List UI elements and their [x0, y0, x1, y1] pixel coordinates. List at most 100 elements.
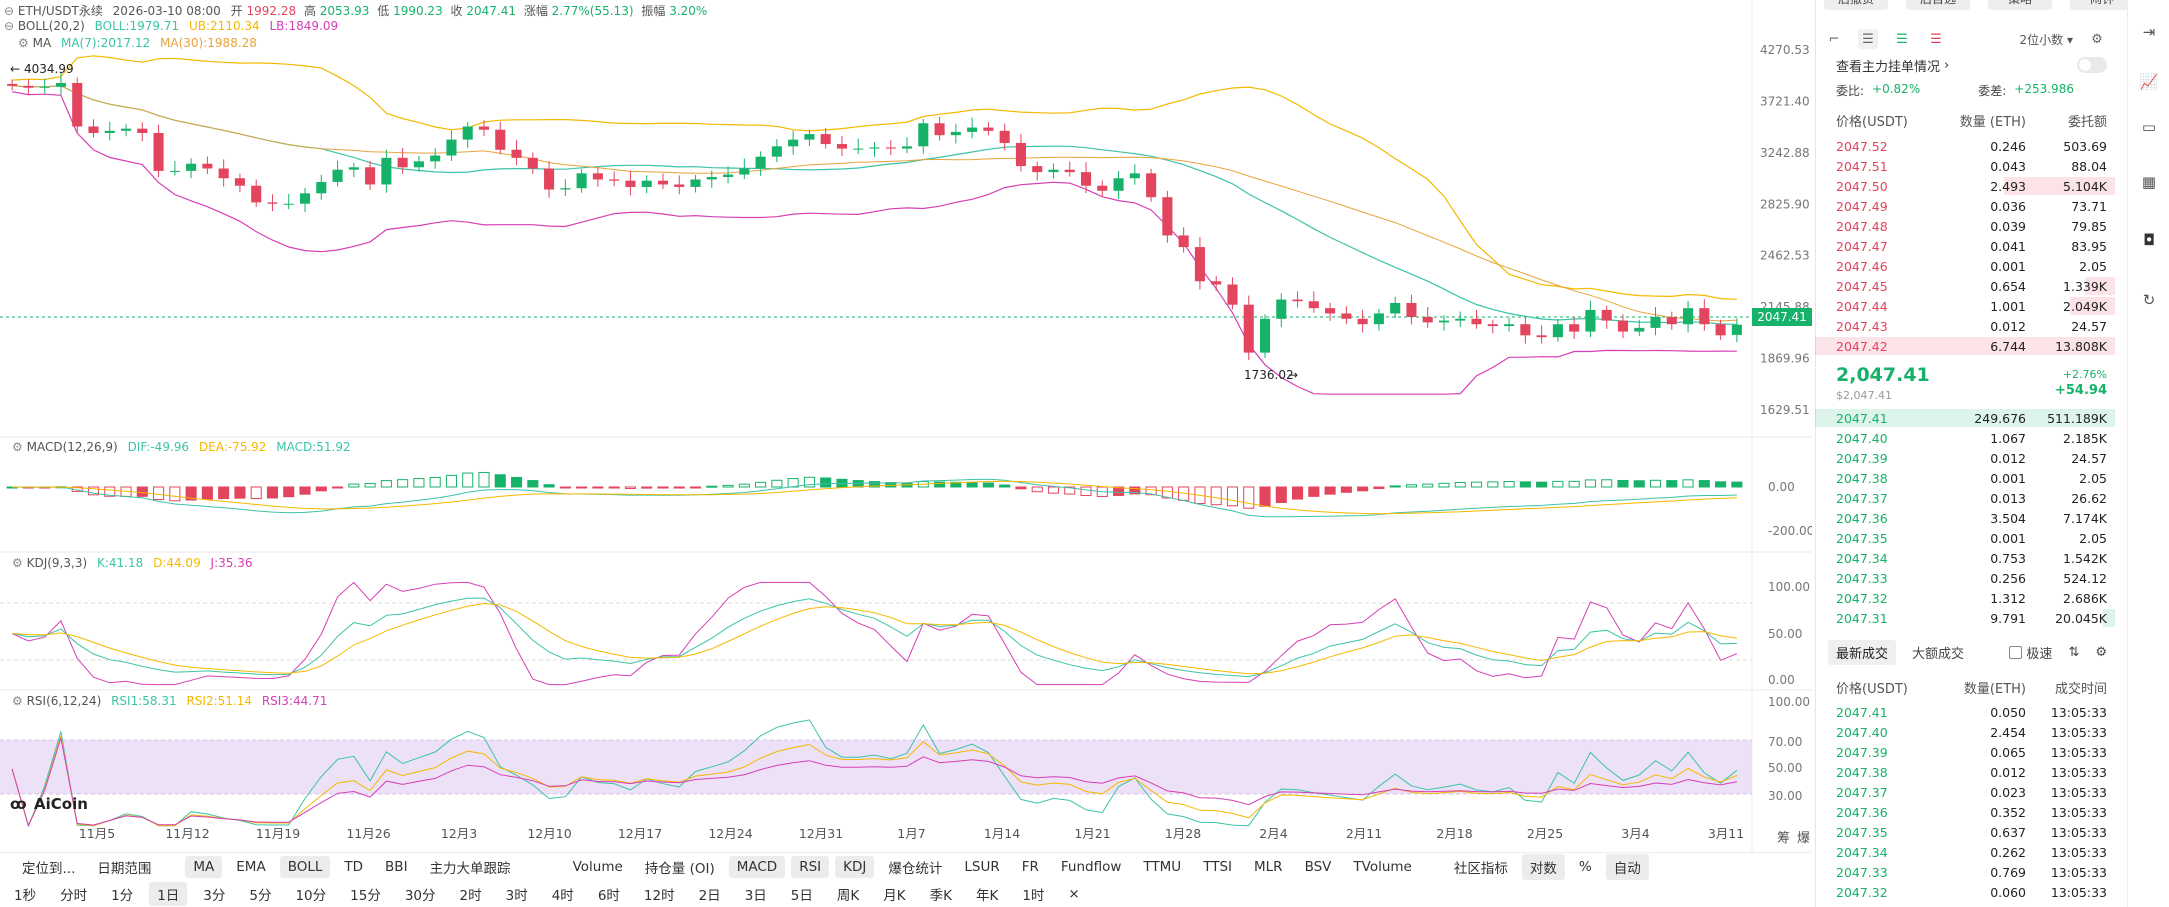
bid-row[interactable]: 2047.38 0.001 2.05 — [1816, 468, 2115, 488]
bid-row[interactable]: 2047.39 0.012 24.57 — [1816, 448, 2115, 468]
ask-row[interactable]: 2047.42 6.744 13.808K — [1815, 336, 2115, 356]
toolbar-item[interactable]: KDJ — [835, 855, 875, 878]
decimals-select[interactable]: 2位小数 ▾ — [2020, 31, 2074, 48]
ask-row[interactable]: 2047.47 0.041 83.95 — [1816, 236, 2115, 256]
toolbar-item[interactable]: 社区指标 — [1453, 860, 1508, 877]
robot-icon[interactable]: ◘ — [2143, 231, 2155, 249]
period-item[interactable]: 5分 — [249, 887, 272, 904]
top-button-2[interactable]: 后目选 — [1906, 0, 1970, 10]
period-item[interactable]: 5日 — [790, 887, 813, 904]
gear-icon[interactable]: ⚙ — [2091, 31, 2103, 47]
book-view-split-icon[interactable]: ☰ — [1858, 29, 1878, 49]
toolbar-item[interactable]: 定位到... — [22, 860, 76, 877]
toolbar-item[interactable]: % — [1578, 858, 1592, 875]
period-item[interactable]: 10分 — [295, 887, 327, 904]
period-item[interactable]: 2时 — [459, 887, 482, 904]
period-item[interactable]: 1时 — [1022, 887, 1045, 904]
period-item[interactable]: 30分 — [404, 887, 436, 904]
toolbar-item[interactable]: MLR — [1254, 858, 1283, 875]
settings-icon[interactable]: ⚙ — [12, 694, 23, 708]
eye-icon[interactable]: ⊖ — [4, 19, 15, 33]
boll-legend[interactable]: ⊖ BOLL(20,2) BOLL:1979.71 UB:2110.34 LB:… — [4, 19, 338, 33]
kline-chart[interactable]: 4270.533721.403242.882825.902462.532145.… — [0, 0, 1814, 852]
bid-row[interactable]: 2047.40 1.067 2.185K — [1816, 428, 2115, 448]
period-item[interactable]: 月K — [883, 887, 906, 904]
period-item[interactable]: 3日 — [744, 887, 767, 904]
period-item[interactable]: × — [1068, 885, 1080, 902]
monitor-icon[interactable]: ▭ — [2141, 118, 2157, 136]
period-item[interactable]: 季K — [929, 887, 952, 904]
ask-row[interactable]: 2047.44 1.001 2.049K — [1816, 296, 2115, 316]
ma-legend[interactable]: ⚙ MA MA(7):2017.12 MA(30):1988.28 — [18, 36, 257, 50]
book-view-both-icon[interactable]: ⌐ — [1828, 31, 1840, 47]
toolbar-item[interactable]: BBI — [385, 858, 408, 875]
period-item[interactable]: 15分 — [350, 887, 381, 904]
period-item[interactable]: 1分 — [111, 887, 134, 904]
toolbar-item[interactable]: 对数 — [1521, 853, 1565, 880]
toolbar-item[interactable]: TTSI — [1203, 858, 1232, 875]
filter-icon[interactable]: ⇅ — [2068, 644, 2080, 660]
settings-icon[interactable]: ⚙ — [12, 556, 23, 570]
toolbar-item[interactable]: TTMU — [1143, 858, 1182, 875]
period-item[interactable]: 年K — [975, 887, 999, 904]
toolbar-item[interactable]: MACD — [728, 855, 786, 878]
bid-row[interactable]: 2047.32 1.312 2.686K — [1816, 588, 2115, 608]
ask-row[interactable]: 2047.48 0.039 79.85 — [1816, 216, 2115, 236]
period-item[interactable]: 周K — [836, 887, 860, 904]
gear-icon[interactable]: ⚙ — [2095, 644, 2107, 660]
main-orders-toggle[interactable] — [2077, 57, 2107, 73]
toolbar-item[interactable]: 日期范围 — [97, 860, 152, 877]
period-item[interactable]: 1日 — [149, 881, 188, 906]
bid-row[interactable]: 2047.37 0.013 26.62 — [1816, 488, 2115, 508]
chip-dist-button[interactable]: 筹 — [1777, 830, 1790, 846]
col-total[interactable]: 委托额 — [2067, 115, 2107, 130]
chart-area[interactable]: 4270.53 3721.40 3242.88 2825.90 2462.53 2145.… — [0, 0, 1814, 907]
period-item[interactable]: 4时 — [551, 887, 574, 904]
period-item[interactable]: 分时 — [60, 887, 88, 904]
collapse-panel-icon[interactable]: ⇥ — [2142, 23, 2156, 41]
top-button-4[interactable]: 闹钟 — [2070, 0, 2134, 10]
fast-checkbox[interactable]: 极速 — [2009, 643, 2052, 662]
ask-row[interactable]: 2047.45 0.654 1.339K — [1816, 276, 2115, 296]
col-qty[interactable]: 数量 (ETH) — [1959, 115, 2026, 130]
ask-row[interactable]: 2047.43 0.012 24.57 — [1816, 316, 2115, 336]
kdj-legend[interactable]: ⚙ KDJ(9,3,3) K:41.18 D:44.09 J:35.36 — [12, 556, 252, 570]
period-item[interactable]: 2日 — [698, 887, 721, 904]
toolbar-item[interactable]: EMA — [236, 858, 266, 875]
toolbar-item[interactable]: 主力大单跟踪 — [429, 860, 511, 877]
toolbar-item[interactable]: MA — [185, 855, 223, 878]
period-item[interactable]: 12时 — [643, 887, 675, 904]
settings-icon[interactable]: ⚙ — [18, 36, 29, 50]
toolbar-item[interactable]: TD — [344, 858, 364, 875]
ask-row[interactable]: 2047.46 0.001 2.05 — [1816, 256, 2115, 276]
ask-row[interactable]: 2047.49 0.036 73.71 — [1816, 196, 2115, 216]
rsi-legend[interactable]: ⚙ RSI(6,12,24) RSI1:58.31 RSI2:51.14 RSI… — [12, 694, 327, 708]
ask-row[interactable]: 2047.52 0.246 503.69 — [1816, 136, 2115, 156]
line-chart-icon[interactable]: 📈 — [2139, 73, 2159, 91]
period-item[interactable]: 1秒 — [14, 887, 37, 904]
toolbar-item[interactable]: FR — [1021, 858, 1039, 875]
liquidation-button[interactable]: 爆 — [1797, 831, 1810, 846]
bid-row[interactable]: 2047.31 9.791 20.045K — [1816, 608, 2115, 628]
tab-big-trades[interactable]: 大额成交 — [1912, 646, 1965, 662]
toolbar-item[interactable]: 持仓量 (OI) — [644, 860, 715, 877]
ask-row[interactable]: 2047.50 2.493 5.104K — [1816, 176, 2115, 196]
macd-legend[interactable]: ⚙ MACD(12,26,9) DIF:-49.96 DEA:-75.92 MA… — [12, 440, 351, 454]
period-item[interactable]: 3分 — [203, 887, 226, 904]
top-button-3[interactable]: 策略 — [1988, 0, 2052, 10]
toolbar-item[interactable]: LSUR — [964, 858, 1000, 875]
toolbar-item[interactable]: Fundflow — [1060, 858, 1122, 875]
settings-icon[interactable]: ⚙ — [12, 440, 23, 454]
main-orders-row[interactable]: 查看主力挂单情况 › — [1836, 56, 2107, 75]
trades-col-qty[interactable]: 数量(ETH) — [1963, 682, 2026, 697]
collapse-icon[interactable]: ⊖ — [4, 4, 15, 18]
toolbar-item[interactable]: 自动 — [1605, 853, 1649, 880]
toolbar-item[interactable]: BOLL — [279, 855, 331, 878]
bid-row[interactable]: 2047.35 0.001 2.05 — [1816, 528, 2115, 548]
period-item[interactable]: 6时 — [597, 887, 620, 904]
top-button-1[interactable]: 后撤货 — [1824, 0, 1888, 10]
refresh-icon[interactable]: ↻ — [2142, 291, 2156, 309]
toolbar-item[interactable]: Volume — [572, 858, 623, 875]
calendar-icon[interactable]: ▦ — [2141, 173, 2157, 191]
bid-row[interactable]: 2047.36 3.504 7.174K — [1816, 508, 2115, 528]
